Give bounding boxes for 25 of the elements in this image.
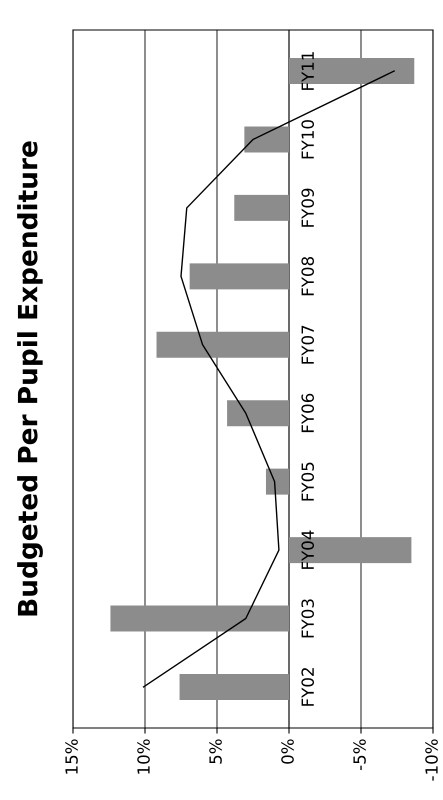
x-tick-label: 15% — [65, 739, 78, 774]
bar — [244, 126, 289, 152]
y-tick-label: FY09 — [301, 188, 314, 227]
text: Budgeted Per Pupil Expenditure — [17, 141, 43, 616]
x-tick-label: -5% — [353, 739, 366, 770]
x-tick-label: -10% — [425, 739, 438, 781]
y-tick-label: FY07 — [301, 326, 314, 364]
y-tick-label: FY05 — [301, 462, 314, 500]
bar — [234, 194, 289, 221]
y-tick-label: FY10 — [301, 120, 314, 158]
bar — [266, 468, 289, 495]
y-tick-label: FY11 — [302, 52, 314, 90]
y-tick-label: FY02 — [301, 668, 314, 706]
bar — [227, 400, 289, 426]
y-tick-label: FY04 — [301, 530, 314, 569]
bar — [190, 263, 289, 290]
x-tick-label: 10% — [137, 739, 150, 774]
y-tick-label: FY03 — [301, 599, 314, 638]
bar — [180, 674, 289, 700]
y-tick-label: FY06 — [301, 394, 314, 432]
bar — [156, 332, 289, 358]
y-tick-label: FY08 — [301, 257, 314, 296]
x-tick-label: 5% — [209, 739, 222, 764]
x-tick-label: 0% — [281, 739, 294, 764]
bar — [110, 606, 289, 632]
